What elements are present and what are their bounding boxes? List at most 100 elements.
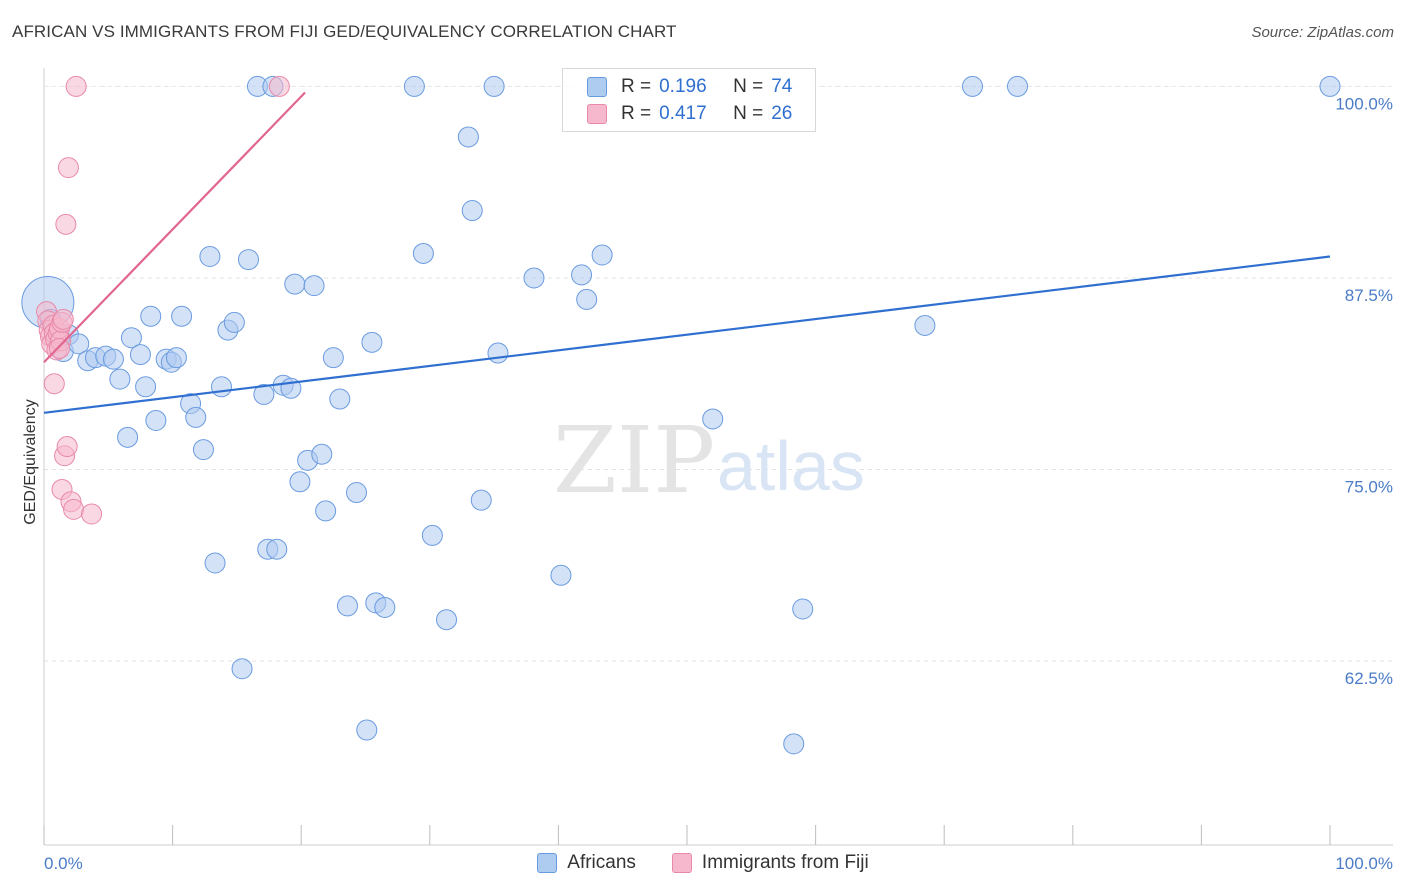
legend-r-label: R = bbox=[621, 76, 652, 97]
africans-point bbox=[571, 264, 593, 286]
legend-n-label: N = bbox=[733, 103, 764, 124]
fiji-point bbox=[81, 503, 103, 525]
africans-point bbox=[783, 733, 805, 755]
legend-row-africans: R = 0.196 N = 74 bbox=[587, 75, 792, 99]
africans-point bbox=[436, 609, 458, 631]
fiji-point bbox=[55, 213, 77, 235]
africans-point bbox=[210, 376, 232, 398]
correlation-legend: R = 0.196 N = 74 R = 0.417 N = 26 bbox=[562, 68, 816, 132]
africans-point bbox=[356, 719, 378, 741]
africans-point bbox=[792, 598, 814, 620]
gridlines bbox=[44, 85, 1393, 662]
africans-point bbox=[591, 244, 613, 266]
africans-point bbox=[192, 439, 214, 461]
africans-point bbox=[457, 126, 479, 148]
africans-point bbox=[284, 273, 306, 295]
y-tick-label: 62.5% bbox=[1345, 669, 1393, 688]
legend-r-value-africans: 0.196 bbox=[659, 76, 707, 97]
africans-point bbox=[914, 314, 936, 336]
africans-trend-line bbox=[43, 255, 1331, 414]
fiji-points bbox=[36, 75, 290, 525]
legend-r-label: R = bbox=[621, 103, 652, 124]
series-swatch-africans bbox=[537, 853, 558, 873]
africans-point bbox=[421, 524, 443, 546]
x-tick-label-max: 100.0% bbox=[1335, 854, 1393, 873]
africans-point bbox=[303, 275, 325, 297]
fiji-trend-line bbox=[43, 91, 306, 364]
legend-n-value-fiji: 26 bbox=[771, 103, 793, 124]
africans-point bbox=[322, 347, 344, 369]
africans-point bbox=[702, 408, 724, 430]
y-axis-label: GED/Equivalency bbox=[22, 399, 39, 524]
africans-point bbox=[483, 75, 505, 97]
fiji-point bbox=[268, 75, 290, 97]
fiji-point bbox=[43, 373, 65, 395]
legend-n-value-africans: 74 bbox=[771, 76, 793, 97]
series-label-fiji: Immigrants from Fiji bbox=[701, 852, 869, 873]
legend-n-label: N = bbox=[733, 76, 764, 97]
series-label-africans: Africans bbox=[567, 852, 636, 873]
africans-point bbox=[961, 75, 983, 97]
africans-point bbox=[374, 596, 396, 618]
y-tick-label: 75.0% bbox=[1345, 478, 1393, 497]
watermark-zip: ZIP bbox=[553, 407, 715, 514]
x-tick-label-min: 0.0% bbox=[44, 854, 83, 873]
africans-point bbox=[129, 344, 151, 366]
africans-point bbox=[102, 348, 124, 370]
watermark: ZIP atlas bbox=[553, 407, 865, 514]
africans-point bbox=[117, 426, 139, 448]
africans-point bbox=[145, 409, 167, 431]
fiji-point bbox=[57, 157, 79, 179]
x-ticks bbox=[43, 825, 1331, 845]
africans-point bbox=[120, 327, 142, 349]
africans-point bbox=[204, 552, 226, 574]
legend-swatch-africans bbox=[587, 77, 607, 97]
africans-point bbox=[289, 471, 311, 493]
africans-point bbox=[165, 347, 187, 369]
fiji-point bbox=[48, 337, 70, 359]
fiji-point bbox=[56, 436, 78, 458]
fiji-point bbox=[65, 75, 87, 97]
fiji-point bbox=[52, 308, 74, 330]
africans-point bbox=[1007, 75, 1029, 97]
africans-point bbox=[135, 376, 157, 398]
africans-point bbox=[266, 538, 288, 560]
africans-point bbox=[1319, 75, 1341, 97]
y-tick-label: 100.0% bbox=[1335, 94, 1393, 113]
source-credit: Source: ZipAtlas.com bbox=[1251, 24, 1394, 41]
series-legend-africans[interactable]: Africans bbox=[537, 852, 636, 874]
africans-point bbox=[336, 595, 358, 617]
africans-point bbox=[109, 368, 131, 390]
africans-point bbox=[403, 75, 425, 97]
fiji-point bbox=[63, 498, 85, 520]
series-legend-fiji[interactable]: Immigrants from Fiji bbox=[671, 852, 869, 874]
africans-point bbox=[311, 443, 333, 465]
axes bbox=[43, 68, 1393, 846]
legend-row-fiji: R = 0.417 N = 26 bbox=[587, 102, 792, 126]
africans-point bbox=[523, 267, 545, 289]
africans-point bbox=[345, 482, 367, 504]
africans-point bbox=[199, 246, 221, 268]
y-tick-labels: 62.5% 75.0% 87.5% 100.0% bbox=[1335, 94, 1393, 688]
africans-point bbox=[140, 305, 162, 327]
trend-lines bbox=[43, 91, 1331, 414]
legend-r-value-fiji: 0.417 bbox=[659, 103, 707, 124]
africans-point bbox=[231, 658, 253, 680]
africans-point bbox=[576, 288, 598, 310]
africans-point bbox=[185, 406, 207, 428]
africans-point bbox=[461, 200, 483, 222]
legend-swatch-fiji bbox=[587, 104, 607, 124]
africans-point bbox=[253, 383, 275, 405]
watermark-atlas: atlas bbox=[717, 427, 865, 505]
africans-point bbox=[237, 249, 259, 271]
africans-point bbox=[315, 500, 337, 522]
africans-point bbox=[487, 342, 509, 364]
africans-point bbox=[361, 331, 383, 353]
series-legend: Africans Immigrants from Fiji bbox=[0, 852, 1406, 874]
chart-title: AFRICAN VS IMMIGRANTS FROM FIJI GED/EQUI… bbox=[12, 22, 677, 41]
y-tick-label: 87.5% bbox=[1345, 286, 1393, 305]
africans-point bbox=[412, 242, 434, 264]
africans-point bbox=[329, 388, 351, 410]
africans-point bbox=[171, 305, 193, 327]
